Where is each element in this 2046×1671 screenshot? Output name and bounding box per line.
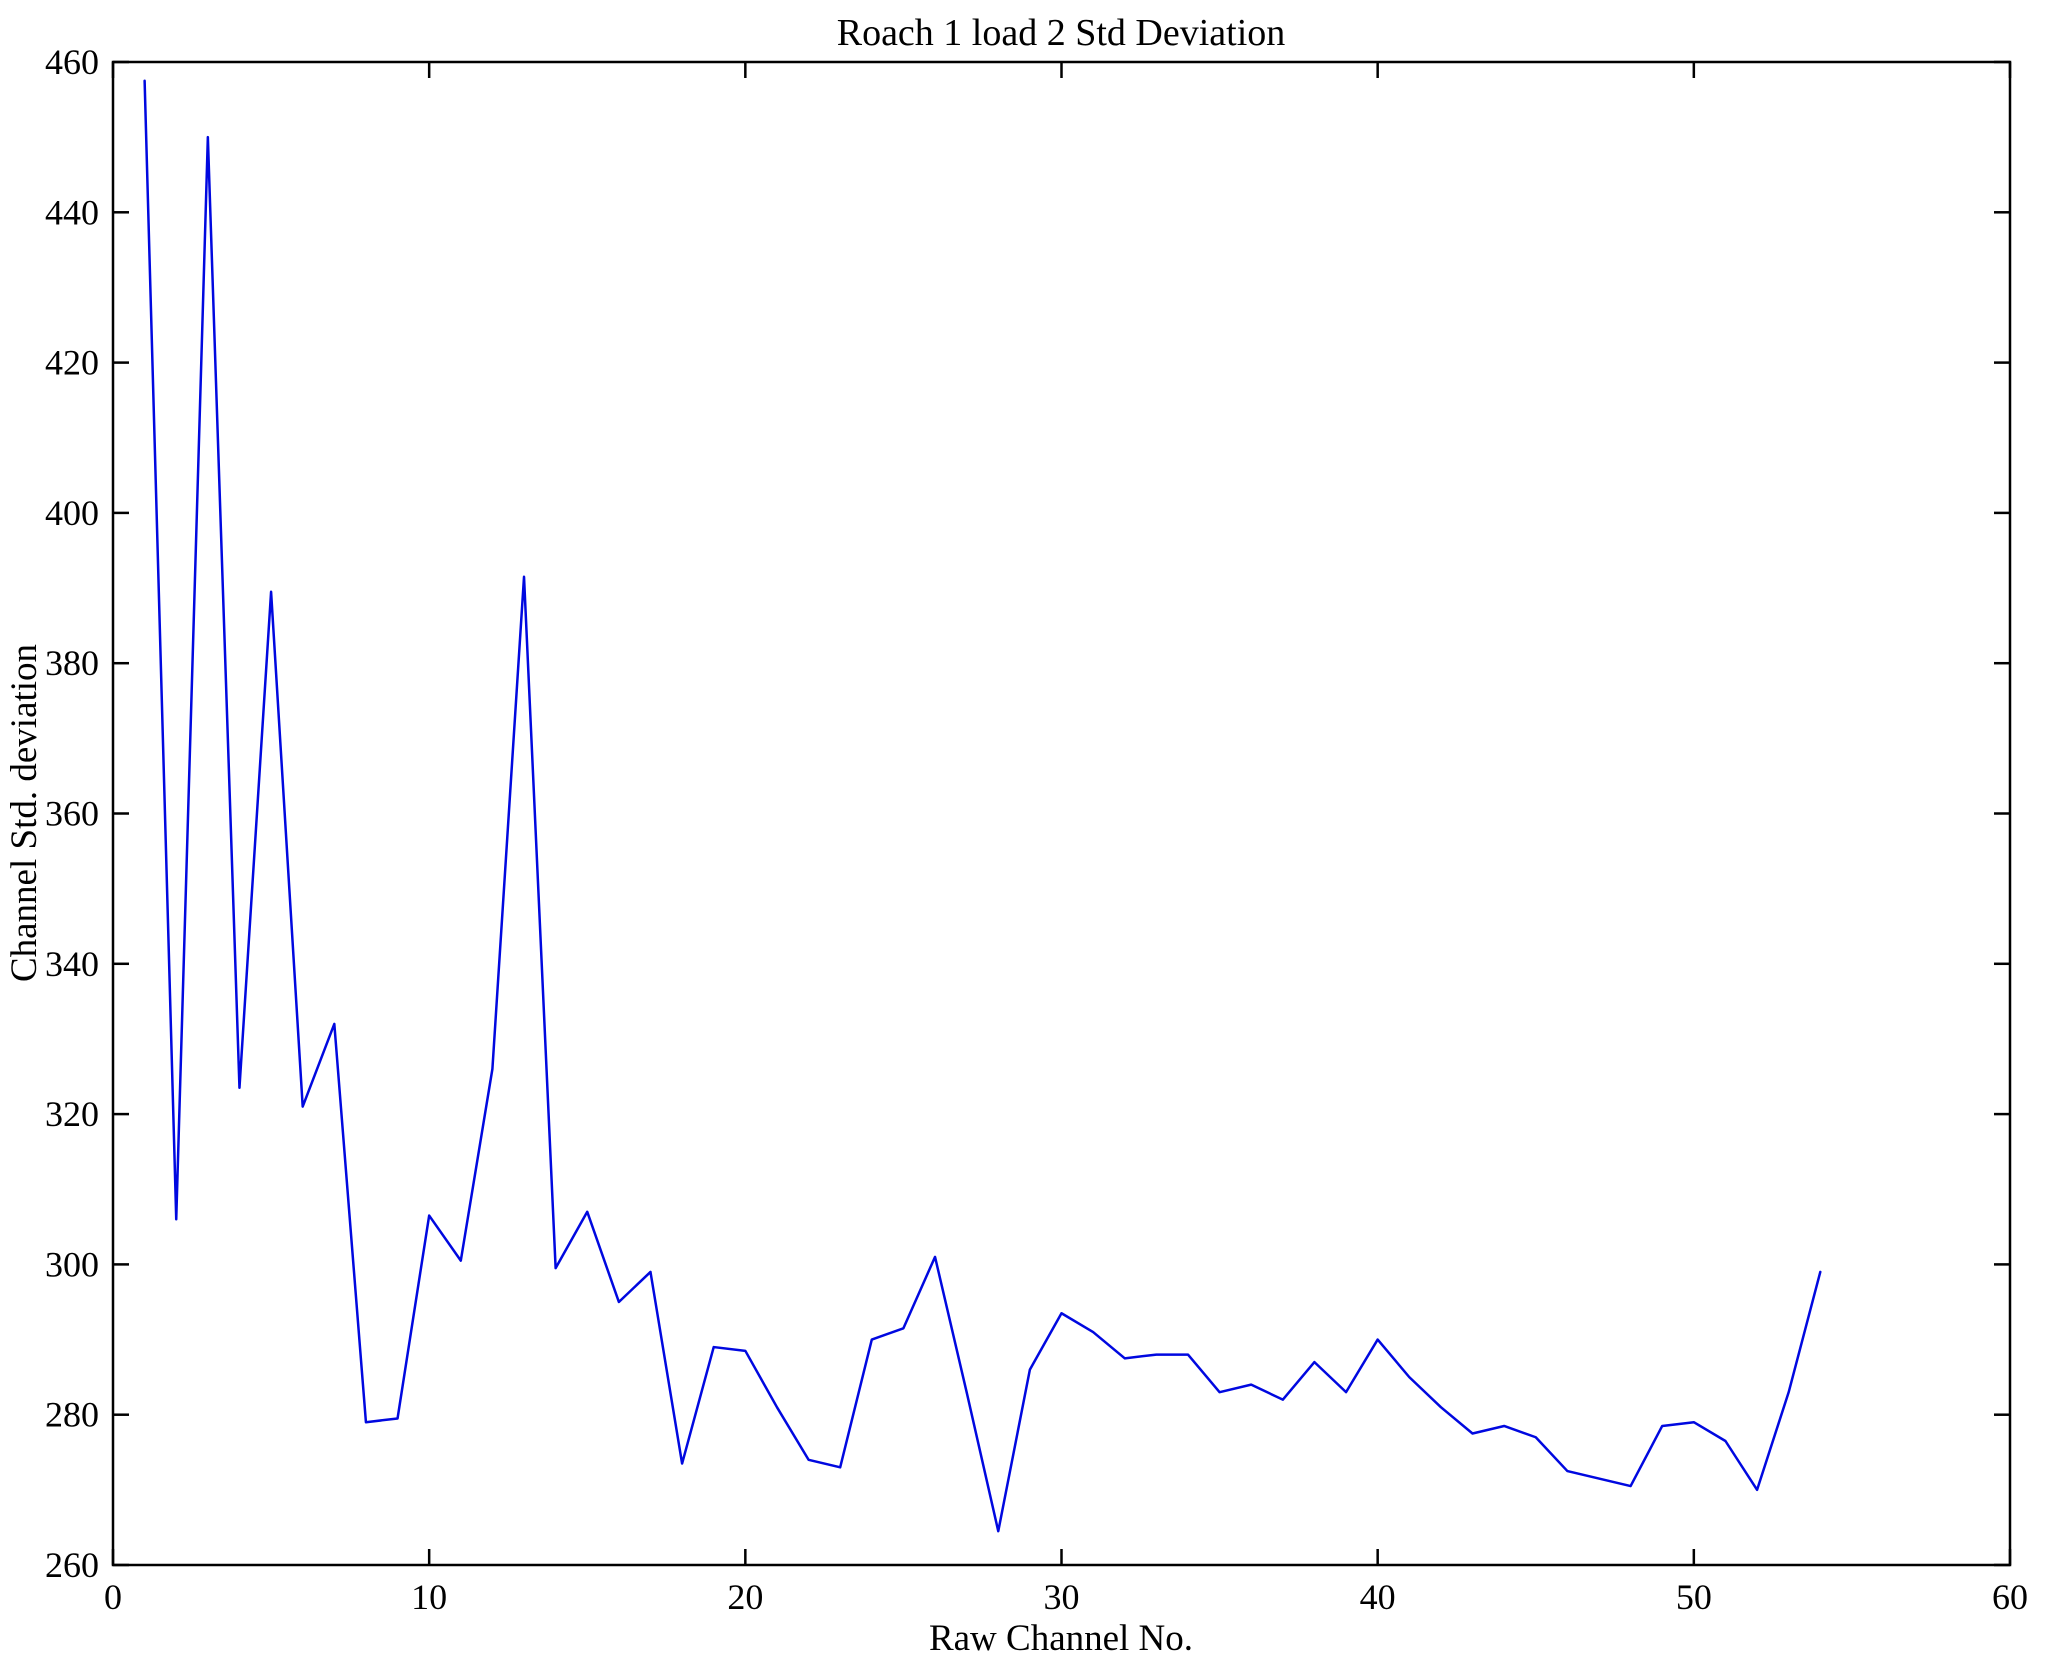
x-tick-label: 0	[104, 1577, 122, 1617]
y-axis-label: Channel Std. deviation	[4, 644, 45, 982]
x-tick-label: 40	[1360, 1577, 1396, 1617]
y-tick-label: 380	[45, 643, 99, 683]
x-tick-label: 60	[1992, 1577, 2028, 1617]
y-tick-label: 300	[45, 1244, 99, 1284]
x-tick-label: 10	[411, 1577, 447, 1617]
x-tick-label: 30	[1044, 1577, 1080, 1617]
y-tick-label: 440	[45, 192, 99, 232]
y-tick-label: 420	[45, 343, 99, 383]
x-axis-label: Raw Channel No.	[929, 1618, 1193, 1659]
ticks-layer	[111, 60, 2012, 1567]
y-tick-label: 400	[45, 493, 99, 533]
x-tick-label: 20	[727, 1577, 763, 1617]
y-tick-label: 280	[45, 1395, 99, 1435]
y-tick-label: 360	[45, 794, 99, 834]
labels-layer: 0 10 20 30 40 50 60 260 280 300 320 340 360 380 400 420…	[45, 42, 2028, 1617]
plot-frame	[111, 60, 2012, 1567]
x-tick-label: 50	[1676, 1577, 1712, 1617]
y-tick-label: 320	[45, 1094, 99, 1134]
y-tick-label: 460	[45, 42, 99, 82]
chart-title: Roach 1 load 2 Std Deviation	[837, 12, 1286, 54]
y-tick-label: 260	[45, 1545, 99, 1585]
y-tick-label: 340	[45, 944, 99, 984]
data-series-line	[143, 79, 1822, 1533]
series-layer	[143, 79, 1822, 1533]
